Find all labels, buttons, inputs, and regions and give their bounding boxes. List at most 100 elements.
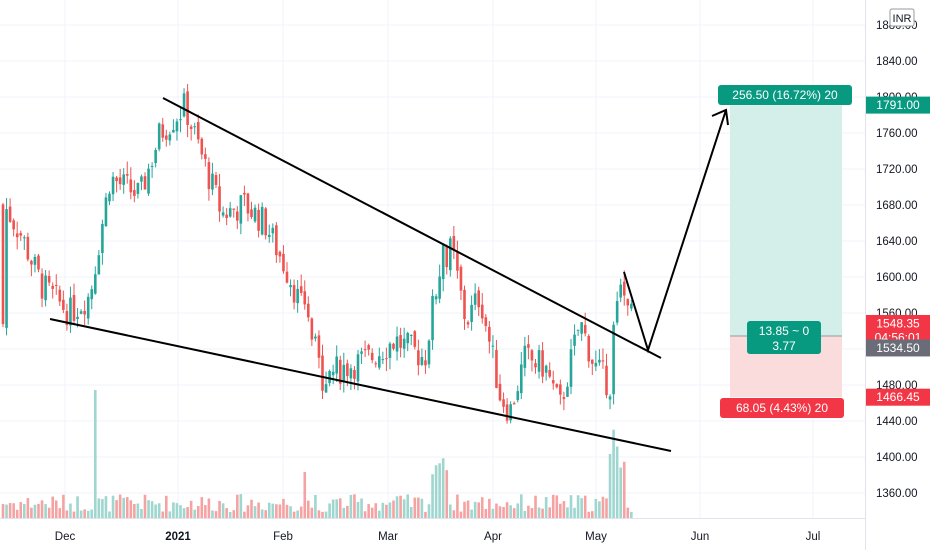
- candle-body: [179, 119, 182, 121]
- volume-bar: [186, 507, 189, 518]
- volume-bar: [370, 507, 374, 518]
- candle-body: [239, 195, 243, 224]
- candle-body: [79, 311, 83, 314]
- candle-body: [26, 236, 30, 260]
- volume-bar: [271, 503, 275, 518]
- candle-body: [314, 336, 317, 339]
- candle-body: [157, 123, 161, 150]
- candle-body: [594, 362, 598, 367]
- candle-body: [193, 126, 196, 128]
- volume-bar: [97, 498, 101, 518]
- candle-body: [502, 399, 505, 407]
- candle-body: [605, 365, 608, 396]
- candle-body: [264, 208, 267, 236]
- volume-bar: [367, 504, 370, 518]
- volume-bar: [473, 501, 477, 518]
- candle-body: [211, 173, 214, 190]
- volume-bar: [1, 504, 5, 518]
- candles: [1, 83, 633, 424]
- volume-bar: [260, 509, 264, 518]
- volume-bar: [488, 498, 491, 518]
- candle-body: [353, 369, 356, 379]
- candle-body: [161, 124, 165, 138]
- candle-body: [342, 364, 346, 382]
- candle-body: [189, 126, 193, 129]
- candle-body: [591, 359, 594, 364]
- candle-body: [310, 318, 314, 340]
- candle-body: [72, 294, 76, 321]
- x-tick-label: Jul: [806, 531, 821, 543]
- volume-bar: [516, 503, 520, 518]
- candle-body: [459, 266, 463, 291]
- candle-body: [62, 299, 65, 310]
- volume-bar: [491, 508, 495, 518]
- candle-body: [143, 176, 147, 190]
- stop-price-badge-box: [866, 388, 930, 406]
- candle-body: [324, 384, 328, 393]
- candle-body: [19, 233, 23, 236]
- volume-bar: [115, 500, 118, 518]
- volume-bar: [630, 511, 633, 518]
- candle-body: [44, 275, 47, 301]
- volume-bar: [324, 511, 328, 518]
- candle-body: [473, 293, 477, 305]
- volume-bar: [569, 495, 573, 518]
- volume-bar: [573, 507, 576, 518]
- candle-body: [140, 176, 143, 182]
- candle-body: [463, 289, 466, 320]
- volume-bar: [196, 505, 200, 518]
- candle-body: [480, 304, 484, 319]
- volume-bar: [232, 510, 236, 518]
- candle-body: [299, 286, 303, 293]
- candle-body: [395, 336, 399, 352]
- candle-body: [488, 326, 491, 342]
- candle-body: [90, 289, 94, 300]
- volume-bar: [619, 467, 622, 518]
- volume-bar: [129, 500, 133, 518]
- volume-bar: [243, 511, 246, 518]
- candle-body: [285, 271, 289, 283]
- candle-body: [452, 236, 456, 251]
- volume-bar: [108, 511, 111, 518]
- volume-bar: [523, 510, 527, 518]
- candle-body: [292, 285, 296, 303]
- volume-bar: [534, 495, 537, 518]
- candle-body: [470, 304, 473, 322]
- projection-arrow-head: [711, 108, 729, 126]
- volume-bar: [179, 505, 182, 518]
- volume-bar: [427, 504, 431, 518]
- position-center-label-box: [747, 321, 821, 354]
- volume-bar: [498, 506, 502, 518]
- volume-bar: [65, 510, 69, 518]
- volume-bar: [456, 494, 459, 518]
- candle-body: [108, 193, 111, 202]
- candle-body: [413, 331, 417, 347]
- volume-bar: [218, 500, 221, 518]
- candle-body: [601, 360, 605, 362]
- candle-body: [86, 296, 90, 319]
- candle-body: [523, 345, 527, 368]
- candle-body: [530, 350, 534, 361]
- volume-bar: [72, 511, 76, 518]
- candle-body: [111, 176, 115, 195]
- volume-bar: [342, 507, 346, 518]
- candle-body: [555, 384, 559, 388]
- volume-bar: [83, 509, 86, 518]
- volume-bar: [402, 499, 406, 518]
- volume-bar: [299, 506, 303, 518]
- candle-body: [445, 245, 449, 268]
- volume-bar: [225, 508, 228, 518]
- volume-bar: [236, 494, 239, 518]
- volume-bar: [143, 494, 147, 518]
- candle-body: [122, 174, 125, 185]
- volume-bar: [136, 503, 140, 518]
- candle-body: [12, 220, 15, 230]
- candle-body: [420, 357, 424, 365]
- candle-body: [576, 329, 580, 331]
- volume-bar: [264, 510, 267, 518]
- candle-body: [83, 310, 86, 315]
- volume-bar: [559, 503, 562, 518]
- y-tick-label: 1680.00: [876, 200, 918, 212]
- volume-bar: [527, 505, 530, 518]
